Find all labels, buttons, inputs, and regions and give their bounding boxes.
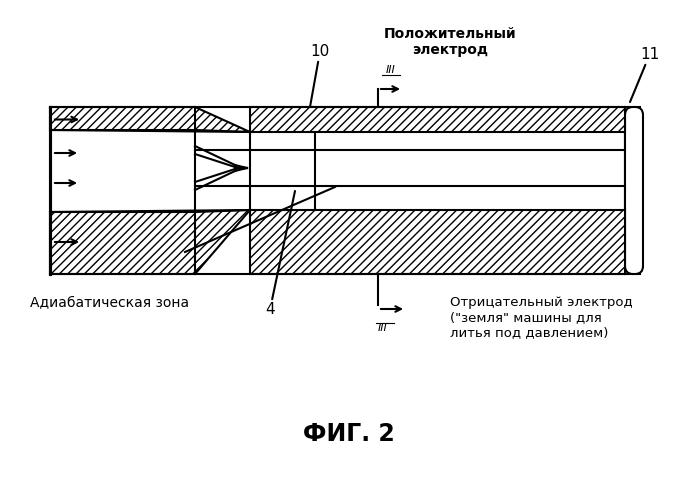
Text: 10: 10: [310, 44, 330, 107]
FancyBboxPatch shape: [625, 107, 640, 274]
Text: 11: 11: [630, 47, 659, 102]
Text: III: III: [386, 65, 396, 75]
Text: Отрицательный электрод
("земля" машины для
литья под давлением): Отрицательный электрод ("земля" машины д…: [450, 296, 633, 339]
Polygon shape: [250, 210, 625, 274]
Text: III: III: [378, 323, 388, 333]
FancyBboxPatch shape: [625, 107, 643, 274]
Text: Адиабатическая зона: Адиабатическая зона: [30, 296, 189, 310]
Text: Положительный
электрод: Положительный электрод: [384, 27, 517, 57]
Polygon shape: [250, 107, 625, 132]
Text: ФИГ. 2: ФИГ. 2: [303, 422, 395, 446]
Text: 4: 4: [265, 191, 295, 317]
Polygon shape: [50, 107, 250, 132]
Polygon shape: [50, 210, 250, 274]
